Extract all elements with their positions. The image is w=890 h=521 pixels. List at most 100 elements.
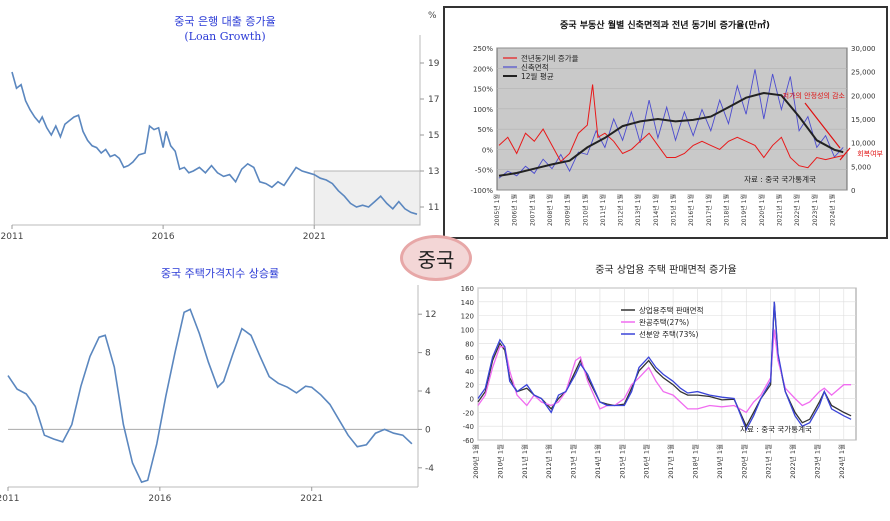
loan-y-tick: 15 [428,131,439,141]
re-y-left-tick: 200% [473,65,493,73]
re-x-tick: 2024년 1월 [828,194,836,226]
sa-x-tick: 2018년 1월 [690,444,699,479]
re-x-tick: 2017년 1월 [705,194,713,226]
re-x-tick: 2005년 1월 [493,194,501,226]
sa-x-tick: 2013년 1월 [569,444,578,479]
re-y-left-tick: 150% [473,86,493,94]
re-x-tick: 2007년 1월 [528,194,536,226]
hp-x-tick: 2021 [300,494,323,504]
sa-x-tick: 2014년 1월 [593,444,602,479]
sa-y-tick: 160 [461,285,474,293]
sa-x-tick: 2019년 1월 [715,444,724,479]
re-y-left-tick: 50% [477,126,493,134]
sa-source-note: 자료 : 중국 국가통계국 [740,424,812,434]
re-y-left-tick: 250% [473,45,493,53]
re-x-tick: 2009년 1월 [564,194,572,226]
loan-y-tick: 19 [428,59,440,69]
re-x-tick: 2011년 1월 [599,194,607,226]
re-annotation-arrow-2 [839,147,851,161]
sa-y-tick: 140 [461,299,474,307]
sa-y-tick: -20 [463,409,474,417]
sales-area-chart: 중국 상업용 주택 판매면적 증가율 -60 -40 -20 0 20 40 60 80 100… [446,255,890,517]
re-y-right-tick: 0 [851,187,855,195]
re-y-right-tick: 10,000 [851,140,876,148]
re-x-tick: 2012년 1월 [617,194,625,226]
sa-x-tick: 2021년 1월 [764,444,773,479]
sales-area-svg: 중국 상업용 주택 판매면적 증가율 -60 -40 -20 0 20 40 60 80 100… [461,263,857,479]
sa-x-tick: 2016년 1월 [642,444,651,479]
hp-x-tick: 2016 [148,494,171,504]
re-x-tick: 2010년 1월 [581,194,589,226]
re-y-right-tick: 20,000 [851,92,876,100]
re-area-line [498,69,844,179]
re-x-tick: 2019년 1월 [740,194,748,226]
sa-x-tick: 2017년 1월 [666,444,675,479]
loan-series-line [11,71,418,215]
re-x-tick: 2008년 1월 [546,194,554,226]
re-legend-item: 신축면적 [521,62,549,72]
re-legend-item: 12월 평균 [521,71,554,81]
re-annotation-1: 저가의 안정성의 감소 [783,91,846,100]
re-y-left-tick: 0% [482,146,493,154]
re-legend-item: 전년동기비 증가율 [521,53,579,63]
loan-y-tick: 17 [428,95,439,105]
sa-plot-area [477,287,857,441]
hp-y-tick: -4 [425,464,434,474]
sa-legend-item: 완공주택(27%) [639,317,689,327]
realestate-chart: 중국 부동산 월별 신축면적과 전년 동기비 증가율(만㎡) 250% 200% 1… [443,6,888,239]
sa-y-tick: -40 [463,423,474,431]
re-y-right-tick: 30,000 [851,45,876,53]
loan-x-tick: 2011 [1,232,24,242]
sa-series-line-2 [477,301,852,432]
sa-x-tick: 2011년 1월 [520,444,529,479]
re-x-tick: 2021년 1월 [775,194,783,226]
realestate-chart-title: 중국 부동산 월별 신축면적과 전년 동기비 증가율(만㎡) [560,19,770,31]
re-yoy-line [498,84,844,169]
re-y-right-tick: 15,000 [851,116,876,124]
hp-y-tick: 0 [425,425,431,435]
re-plot-area [496,47,848,191]
re-x-tick: 2014년 1월 [652,194,660,226]
hp-series-line [7,308,413,484]
sa-y-tick: 80 [465,340,474,348]
sa-y-tick: 120 [461,313,474,321]
re-y-right-tick: 25,000 [851,69,876,77]
loan-y-tick: 11 [428,203,439,213]
sa-x-tick: 2020년 1월 [739,444,748,479]
sa-y-tick: -60 [463,437,474,445]
re-x-tick: 2022년 1월 [793,194,801,226]
sa-x-tick: 2009년 1월 [471,444,480,479]
loan-chart-title: 중국 은행 대출 증가율 [174,15,276,28]
sa-x-tick: 2010년 1월 [495,444,504,479]
sa-x-tick: 2015년 1월 [617,444,626,479]
sa-x-tick: 2023년 1월 [812,444,821,479]
hp-y-tick: 4 [425,387,431,397]
re-avg-line [498,91,844,177]
re-x-tick: 2018년 1월 [722,194,730,226]
sa-x-tick: 2012년 1월 [544,444,553,479]
loan-unit-label: % [428,11,437,21]
house-price-title: 중국 주택가격지수 상승률 [161,267,279,280]
sa-x-tick: 2022년 1월 [788,444,797,479]
sa-y-tick: 20 [465,382,474,390]
hp-y-tick: 12 [425,310,436,320]
sa-y-tick: 0 [470,396,474,404]
sa-y-tick: 100 [461,326,474,334]
realestate-svg: 중국 부동산 월별 신축면적과 전년 동기비 증가율(만㎡) 250% 200% 1… [470,19,883,226]
re-x-tick: 2016년 1월 [687,194,695,226]
re-annotation-2: 회복여부 [857,149,883,158]
hp-y-tick: 8 [425,349,431,359]
loan-chart-subtitle: (Loan Growth) [184,30,265,43]
loan-y-tick: 13 [428,167,439,177]
china-label-badge: 중국 [400,235,472,281]
loan-x-tick: 2016 [152,232,175,242]
sa-legend-item: 상업용주택 판매면적 [639,305,703,315]
hp-x-tick: 2011 [0,494,19,504]
re-x-tick: 2015년 1월 [670,194,678,226]
loan-highlight-box [313,170,421,226]
loan-x-tick: 2021 [303,232,326,242]
re-x-tick: 2023년 1월 [811,194,819,226]
re-y-left-tick: 100% [473,106,493,114]
re-x-tick: 2013년 1월 [634,194,642,226]
loan-growth-svg: 중국 은행 대출 증가율 (Loan Growth) % 11 13 15 17 19 2… [1,11,440,242]
